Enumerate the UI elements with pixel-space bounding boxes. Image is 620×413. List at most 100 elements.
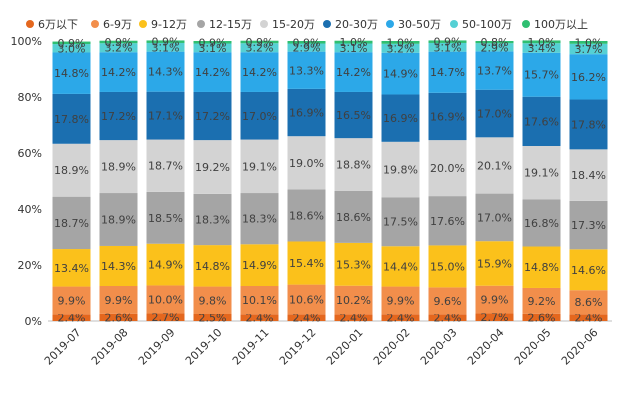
plot-area: 2.4%9.9%13.4%18.7%18.9%17.8%14.8%3.0%0.9… — [52, 36, 608, 325]
bar-segment — [475, 313, 514, 321]
data-label: 17.8% — [571, 118, 606, 131]
data-label: 18.3% — [242, 213, 277, 226]
bar-stack: 2.4% 9.9% 13.4% 18.7% 18.9% 17.8% 14.8% 3.0%0.9… — [52, 37, 91, 325]
legend-marker — [386, 20, 394, 28]
data-label: 2.4% — [387, 312, 415, 325]
bar-segment — [240, 43, 279, 53]
bar-segment — [381, 43, 420, 53]
bar-segment — [287, 88, 326, 137]
bar-segment — [569, 41, 608, 44]
x-tick-label: 2019-12 — [277, 326, 319, 368]
legend-item: 30-50万 — [386, 18, 441, 31]
bar-stack: 2.4% 10.1% 14.9% 18.3% 19.1% 17.0% 14.2% 3.2%0.… — [240, 36, 279, 325]
data-label: 0.9% — [152, 36, 180, 49]
bar-segment — [475, 89, 514, 138]
x-tick-label: 2019-10 — [183, 326, 225, 368]
bar-segment — [146, 91, 185, 140]
legend-item: 6万以下 — [26, 18, 78, 31]
bar-segment — [569, 314, 608, 321]
data-label: 0.8% — [481, 36, 509, 49]
legend-item: 50-100万 — [450, 18, 512, 31]
bar-segment — [52, 41, 91, 45]
data-label: 3.4% — [528, 42, 556, 55]
data-label: 16.9% — [383, 112, 418, 125]
data-label: 14.2% — [242, 66, 277, 79]
bar-segment — [569, 43, 608, 55]
data-label: 3.1% — [199, 42, 227, 55]
data-label: 9.9% — [481, 294, 509, 307]
bar-segment — [240, 91, 279, 140]
data-label: 9.2% — [528, 295, 556, 308]
bar-segment — [334, 190, 373, 243]
data-label: 9.6% — [434, 295, 462, 308]
bar-segment — [522, 96, 561, 146]
bar-segment — [428, 92, 467, 141]
bar-segment — [240, 286, 279, 315]
x-tick-label: 2020-05 — [512, 326, 554, 368]
bar-segment — [193, 52, 232, 92]
data-label: 14.2% — [101, 66, 136, 79]
legend-label: 100万以上 — [534, 18, 588, 31]
data-label: 2.4% — [58, 312, 86, 325]
data-label: 17.0% — [477, 108, 512, 121]
data-label: 17.0% — [477, 211, 512, 224]
data-label: 10.0% — [148, 293, 183, 306]
bar-segment — [428, 287, 467, 315]
data-label: 14.3% — [148, 66, 183, 79]
bar-stack: 2.4% 8.6% 14.6% 17.3% 18.4% 17.8% 16.2% 3.7%1.0… — [569, 36, 608, 325]
bar-segment — [99, 43, 138, 53]
data-label: 15.9% — [477, 257, 512, 270]
data-label: 18.6% — [289, 209, 324, 222]
data-label: 19.0% — [289, 157, 324, 170]
bar-segment — [146, 313, 185, 321]
bar-segment — [475, 241, 514, 286]
legend-item: 15-20万 — [260, 18, 315, 31]
bar-stack: 2.5% 9.8% 14.8% 18.3% 19.2% 17.2% 14.2% 3.1%0.9… — [193, 36, 232, 325]
data-label: 18.8% — [336, 158, 371, 171]
data-label: 14.8% — [54, 67, 89, 80]
data-label: 14.2% — [336, 66, 371, 79]
data-label: 14.6% — [571, 264, 606, 277]
legend-label: 15-20万 — [272, 18, 315, 31]
y-tick-label: 80% — [18, 91, 42, 104]
data-label: 3.1% — [152, 41, 180, 54]
data-label: 19.1% — [242, 160, 277, 173]
x-axis: 2019-07 2019-08 2019-09 2019-10 2019-11 2019-… — [42, 326, 601, 368]
bar-segment — [52, 314, 91, 321]
data-label: 17.6% — [524, 115, 559, 128]
bar-segment — [569, 99, 608, 150]
data-label: 2.7% — [481, 311, 509, 324]
data-label: 14.8% — [195, 260, 230, 273]
data-label: 18.5% — [148, 212, 183, 225]
data-label: 10.1% — [242, 294, 277, 307]
data-label: 3.1% — [340, 42, 368, 55]
bar-segment — [287, 314, 326, 321]
bar-segment — [475, 137, 514, 194]
bar-stack: 2.4% 10.2% 15.3% 18.6% 18.8% 16.5% 14.2% 3.1%1.… — [334, 36, 373, 325]
bar-segment — [381, 41, 420, 44]
bar-segment — [522, 246, 561, 288]
data-label: 19.1% — [524, 167, 559, 180]
bar-segment — [334, 52, 373, 92]
bar-segment — [522, 52, 561, 97]
bar-segment — [428, 314, 467, 321]
data-label: 13.4% — [54, 262, 89, 275]
data-label: 15.7% — [524, 69, 559, 82]
bar-stack: 2.7% 9.9% 15.9% 17.0% 20.1% 17.0% 13.7% 2.9%0.8… — [475, 36, 514, 324]
bar-segment — [99, 52, 138, 92]
data-label: 14.9% — [242, 259, 277, 272]
bar-segment — [52, 249, 91, 287]
bar-segment — [287, 284, 326, 315]
bar-segment — [428, 40, 467, 43]
bar-segment — [146, 243, 185, 286]
data-label: 9.9% — [58, 294, 86, 307]
legend-marker — [139, 20, 147, 28]
legend: 6万以下 6-9万 9-12万 12-15万 15-20万 20-30万 30-50万 50-… — [26, 18, 588, 31]
bar-segment — [99, 245, 138, 286]
bar-segment — [522, 43, 561, 53]
data-label: 2.9% — [293, 42, 321, 55]
data-label: 17.5% — [383, 216, 418, 229]
bar-segment — [522, 313, 561, 321]
bar-segment — [522, 199, 561, 247]
data-label: 2.7% — [152, 311, 180, 324]
